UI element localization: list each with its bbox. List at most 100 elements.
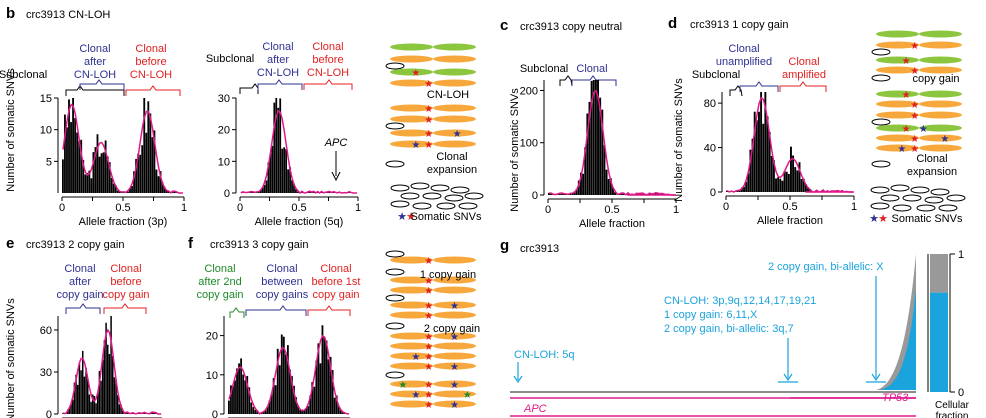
snv-star-icon: ★ (424, 380, 433, 391)
chromosome-arm (876, 100, 919, 108)
chromosome-arm (433, 55, 476, 63)
e-clonal-after-3: copy gain (56, 289, 103, 301)
histogram-bar (331, 370, 334, 414)
histogram-bar (72, 98, 74, 193)
histogram-bar (141, 145, 144, 193)
chromosome-arm (433, 352, 476, 360)
g-events-arrowhead (783, 373, 793, 382)
schem-d-expansion-2: expansion (907, 166, 957, 178)
cell-icon (930, 188, 950, 196)
d-clonal-unamp-1: Clonal (728, 43, 759, 55)
snv-star-icon: ★ (424, 79, 433, 90)
histogram-bar (309, 395, 312, 414)
histogram-bar (70, 403, 72, 414)
histogram-bar (770, 155, 773, 192)
cell-icon (385, 250, 405, 258)
histogram-bar (149, 113, 152, 193)
histogram-bar (262, 411, 265, 414)
histogram-bar (84, 174, 87, 193)
histogram-bar (573, 191, 576, 195)
chromosome-arm (433, 43, 476, 51)
e-ylabel: Number of somatic SNVs (5, 298, 17, 418)
histogram-bar (78, 362, 81, 414)
chromosome-arm (876, 111, 919, 119)
x-tick-label: 0 (237, 202, 243, 214)
histogram-bar (236, 368, 238, 414)
snv-star-icon: ★ (424, 362, 433, 373)
g-apc-label: APC (523, 403, 547, 415)
snv-star-icon: ★ (424, 256, 433, 267)
histogram-d: 0 40 80 0 0.5 1 Allele fraction (704, 92, 857, 227)
panel-e-labels: Clonal after copy gain Clonal before cop… (56, 263, 150, 314)
panel-f-header: f crc3913 3 copy gain (188, 235, 308, 252)
histogram-bar (339, 410, 342, 414)
histogram-bar (263, 184, 266, 193)
panel-g: APC TP53 CN-LOH: 5q CN-LOH: 3p,9q,12,14,… (510, 249, 970, 418)
histogram-bar (779, 178, 782, 192)
snv-star-icon: ★ (910, 134, 919, 145)
histogram-bar (301, 409, 304, 414)
cell-icon (458, 202, 478, 210)
snv-star-icon: ★ (411, 352, 420, 363)
cell-icon (924, 196, 944, 204)
histogram-bar (129, 188, 131, 193)
histogram-bar (792, 155, 795, 192)
histogram-bar (151, 137, 154, 193)
cellular-bar-fill (930, 292, 948, 392)
snv-star-icon: ★ (411, 140, 420, 151)
histogram-bar (313, 386, 316, 414)
histogram-bar (93, 396, 96, 414)
chromosome-arm (390, 140, 433, 148)
histogram-bar (267, 162, 270, 193)
histogram-bar (311, 382, 314, 414)
histogram-bar (277, 107, 280, 193)
histogram-bar (327, 359, 330, 414)
chromosome-arm (390, 390, 433, 398)
histogram-bar (785, 171, 788, 192)
histogram-bar (726, 190, 728, 192)
e-clonal-after-2: after (69, 276, 91, 288)
x-tick-label: 0.5 (782, 201, 797, 213)
chromosome-arm (433, 256, 476, 264)
histogram-bar (62, 159, 64, 193)
histogram-bar (768, 131, 771, 192)
cell-icon (946, 194, 966, 202)
chromosome-arm (433, 362, 476, 370)
y-tick-label: 10 (206, 370, 218, 382)
panel-d-letter: d (668, 15, 677, 32)
histogram-bar (775, 178, 777, 192)
fit-line (228, 334, 350, 415)
b-right-clonal-after-2: after (267, 54, 289, 66)
y-tick-label: 0 (224, 188, 230, 200)
fit-line (62, 103, 183, 194)
histogram-bar (321, 325, 324, 414)
histogram-bar (82, 350, 84, 414)
panel-d-header: d crc3913 1 copy gain (668, 15, 788, 32)
histogram-bar (772, 160, 775, 192)
e-clonal-after-1: Clonal (64, 263, 95, 275)
histogram-bar (749, 149, 752, 192)
snv-star-icon: ★ (424, 352, 433, 363)
schematic-cnloh: ★★★★★ ★★ ★ (385, 43, 484, 210)
histogram-bar (127, 191, 129, 193)
panel-b-left-labels: Subclonal Clonal after CN-LOH Clonal bef… (0, 43, 181, 96)
f-bracket-after2 (229, 307, 245, 318)
chromosome-arm (876, 56, 919, 64)
histogram-bar (755, 120, 758, 192)
cell-icon (385, 122, 405, 130)
histogram-bar (295, 189, 297, 193)
histogram-bar (115, 379, 117, 414)
chromosome-arm (390, 342, 433, 350)
histogram-bar (90, 178, 93, 193)
snv-star-icon: ★ (424, 390, 433, 401)
panel-c-letter: c (500, 17, 508, 34)
histogram-bar (131, 186, 133, 193)
histogram-b-left: 5 10 15 0 0.5 1 Allele fraction (3p) (40, 93, 187, 228)
schem-d-legend-star-blue: ★ (869, 213, 879, 225)
histogram-bar (133, 171, 135, 193)
histogram-bar (95, 403, 97, 414)
d-clonal-amp-1: Clonal (788, 56, 819, 68)
panel-d-labels: Subclonal Clonal unamplified Clonal ampl… (692, 43, 827, 97)
histogram-bar (588, 101, 591, 195)
histogram-bar (256, 410, 259, 414)
